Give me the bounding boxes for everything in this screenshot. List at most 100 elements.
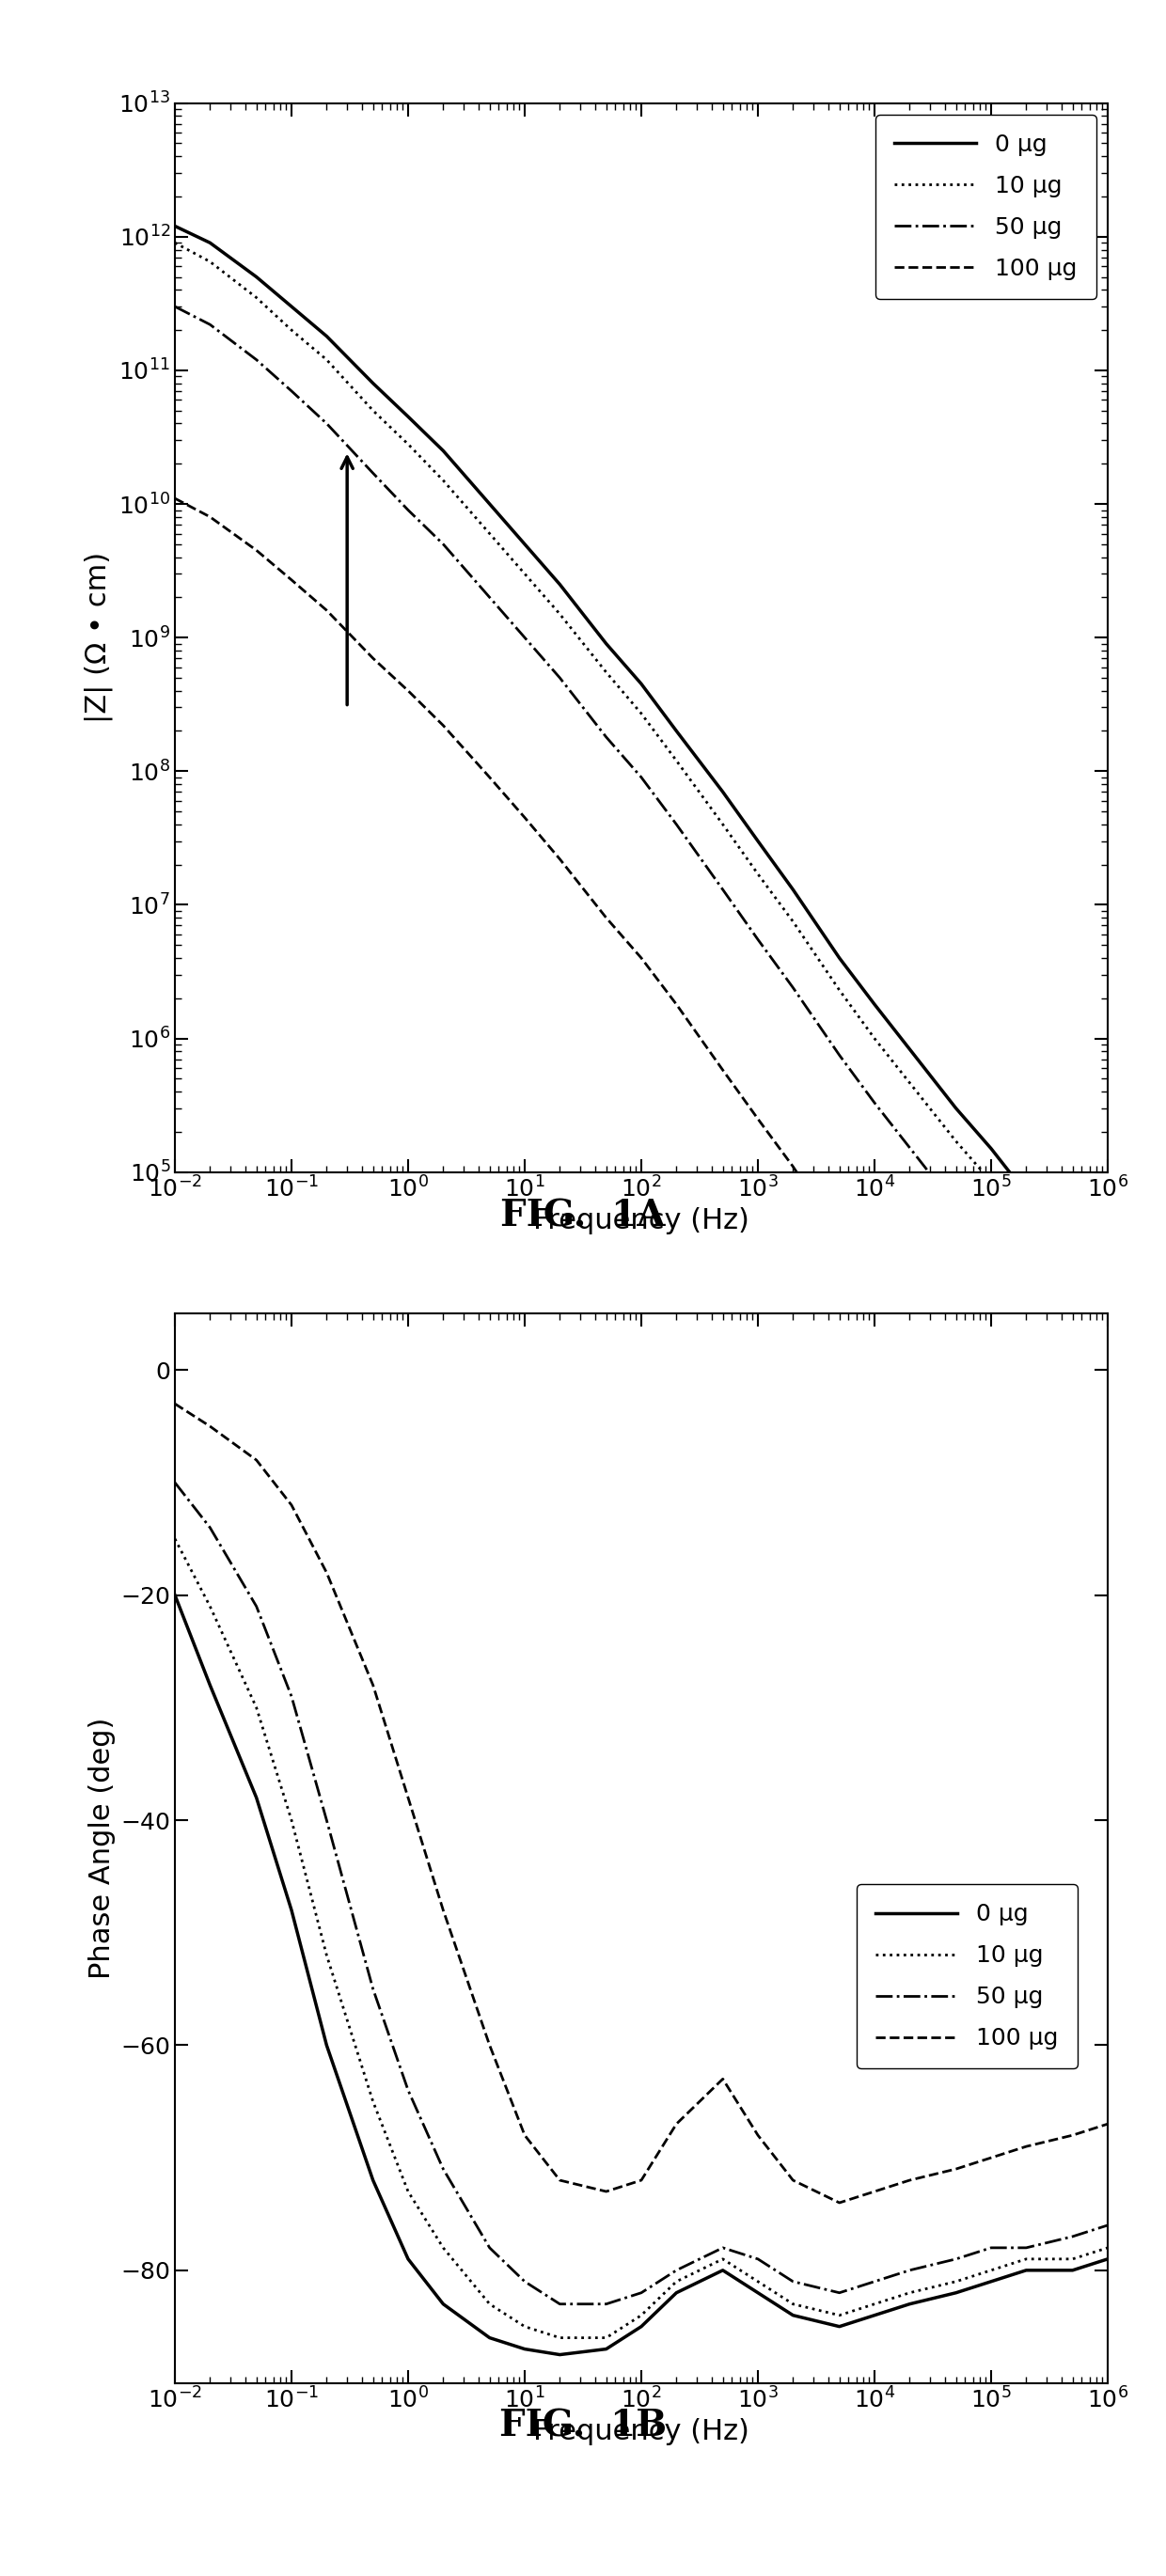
100 μg <box>786 2164 800 2195</box>
Line: 10 μg: 10 μg <box>175 242 1108 1327</box>
10 μg <box>833 974 847 1005</box>
50 μg <box>868 1087 881 1118</box>
50 μg <box>285 1682 298 1713</box>
100 μg <box>949 1370 963 1401</box>
50 μg <box>1066 1337 1080 1368</box>
50 μg <box>786 971 800 1002</box>
10 μg <box>902 2277 916 2308</box>
10 μg <box>751 2267 765 2298</box>
0 μg <box>786 873 800 904</box>
10 μg <box>553 598 567 629</box>
0 μg <box>366 368 380 399</box>
100 μg <box>902 2164 916 2195</box>
100 μg <box>436 1896 450 1927</box>
50 μg <box>751 2244 765 2275</box>
Line: 10 μg: 10 μg <box>175 1538 1108 2339</box>
100 μg <box>436 711 450 742</box>
0 μg <box>553 569 567 600</box>
100 μg <box>401 1783 415 1814</box>
X-axis label: Frequency (Hz): Frequency (Hz) <box>533 2419 750 2445</box>
Line: 50 μg: 50 μg <box>175 1484 1108 2303</box>
50 μg <box>319 1806 333 1837</box>
0 μg <box>634 667 648 698</box>
Legend: 0 μg, 10 μg, 50 μg, 100 μg: 0 μg, 10 μg, 50 μg, 100 μg <box>857 1886 1077 2069</box>
100 μg <box>1101 2110 1115 2141</box>
10 μg <box>1066 1270 1080 1301</box>
10 μg <box>868 2287 881 2318</box>
0 μg <box>984 1133 998 1164</box>
0 μg <box>285 1896 298 1927</box>
50 μg <box>483 582 497 613</box>
100 μg <box>401 675 415 706</box>
0 μg <box>833 943 847 974</box>
100 μg <box>669 989 683 1020</box>
Line: 100 μg: 100 μg <box>175 1404 1108 2202</box>
0 μg <box>716 2254 730 2285</box>
0 μg <box>250 1783 264 1814</box>
10 μg <box>868 1023 881 1054</box>
100 μg <box>168 482 182 513</box>
100 μg <box>1019 2130 1033 2161</box>
0 μg <box>868 989 881 1020</box>
0 μg <box>250 260 264 291</box>
0 μg <box>319 2030 333 2061</box>
100 μg <box>751 2120 765 2151</box>
50 μg <box>366 459 380 489</box>
50 μg <box>250 345 264 376</box>
10 μg <box>401 2177 415 2208</box>
50 μg <box>401 2074 415 2105</box>
Legend: 0 μg, 10 μg, 50 μg, 100 μg: 0 μg, 10 μg, 50 μg, 100 μg <box>876 116 1096 299</box>
50 μg <box>401 495 415 526</box>
10 μg <box>669 2267 683 2298</box>
100 μg <box>716 2063 730 2094</box>
100 μg <box>553 842 567 873</box>
50 μg <box>483 2233 497 2264</box>
100 μg <box>1101 1551 1115 1582</box>
10 μg <box>366 394 380 425</box>
50 μg <box>669 809 683 840</box>
Line: 0 μg: 0 μg <box>175 227 1108 1296</box>
0 μg <box>319 322 333 353</box>
0 μg <box>599 2334 613 2365</box>
50 μg <box>599 721 613 752</box>
50 μg <box>634 762 648 793</box>
10 μg <box>436 2233 450 2264</box>
50 μg <box>984 1231 998 1262</box>
0 μg <box>833 2311 847 2342</box>
100 μg <box>319 595 333 626</box>
X-axis label: Frequency (Hz): Frequency (Hz) <box>533 1208 750 1234</box>
0 μg <box>786 2300 800 2331</box>
10 μg <box>518 559 532 590</box>
10 μg <box>984 1167 998 1198</box>
10 μg <box>168 1522 182 1553</box>
Text: FIG.  1B: FIG. 1B <box>499 2409 667 2445</box>
50 μg <box>518 621 532 652</box>
10 μg <box>436 464 450 495</box>
10 μg <box>203 247 217 278</box>
100 μg <box>751 1103 765 1133</box>
10 μg <box>203 1592 217 1623</box>
50 μg <box>902 2254 916 2285</box>
50 μg <box>285 376 298 407</box>
0 μg <box>669 2277 683 2308</box>
0 μg <box>285 291 298 322</box>
0 μg <box>949 2277 963 2308</box>
10 μg <box>786 907 800 938</box>
100 μg <box>203 502 217 533</box>
100 μg <box>833 2187 847 2218</box>
0 μg <box>1101 2244 1115 2275</box>
0 μg <box>401 402 415 433</box>
0 μg <box>203 1669 217 1700</box>
100 μg <box>716 1054 730 1084</box>
0 μg <box>716 775 730 806</box>
0 μg <box>518 528 532 559</box>
100 μg <box>634 943 648 974</box>
50 μg <box>203 1512 217 1543</box>
10 μg <box>285 314 298 345</box>
0 μg <box>1019 2254 1033 2285</box>
10 μg <box>553 2324 567 2354</box>
100 μg <box>483 2030 497 2061</box>
10 μg <box>634 2300 648 2331</box>
50 μg <box>751 925 765 956</box>
100 μg <box>319 1556 333 1587</box>
